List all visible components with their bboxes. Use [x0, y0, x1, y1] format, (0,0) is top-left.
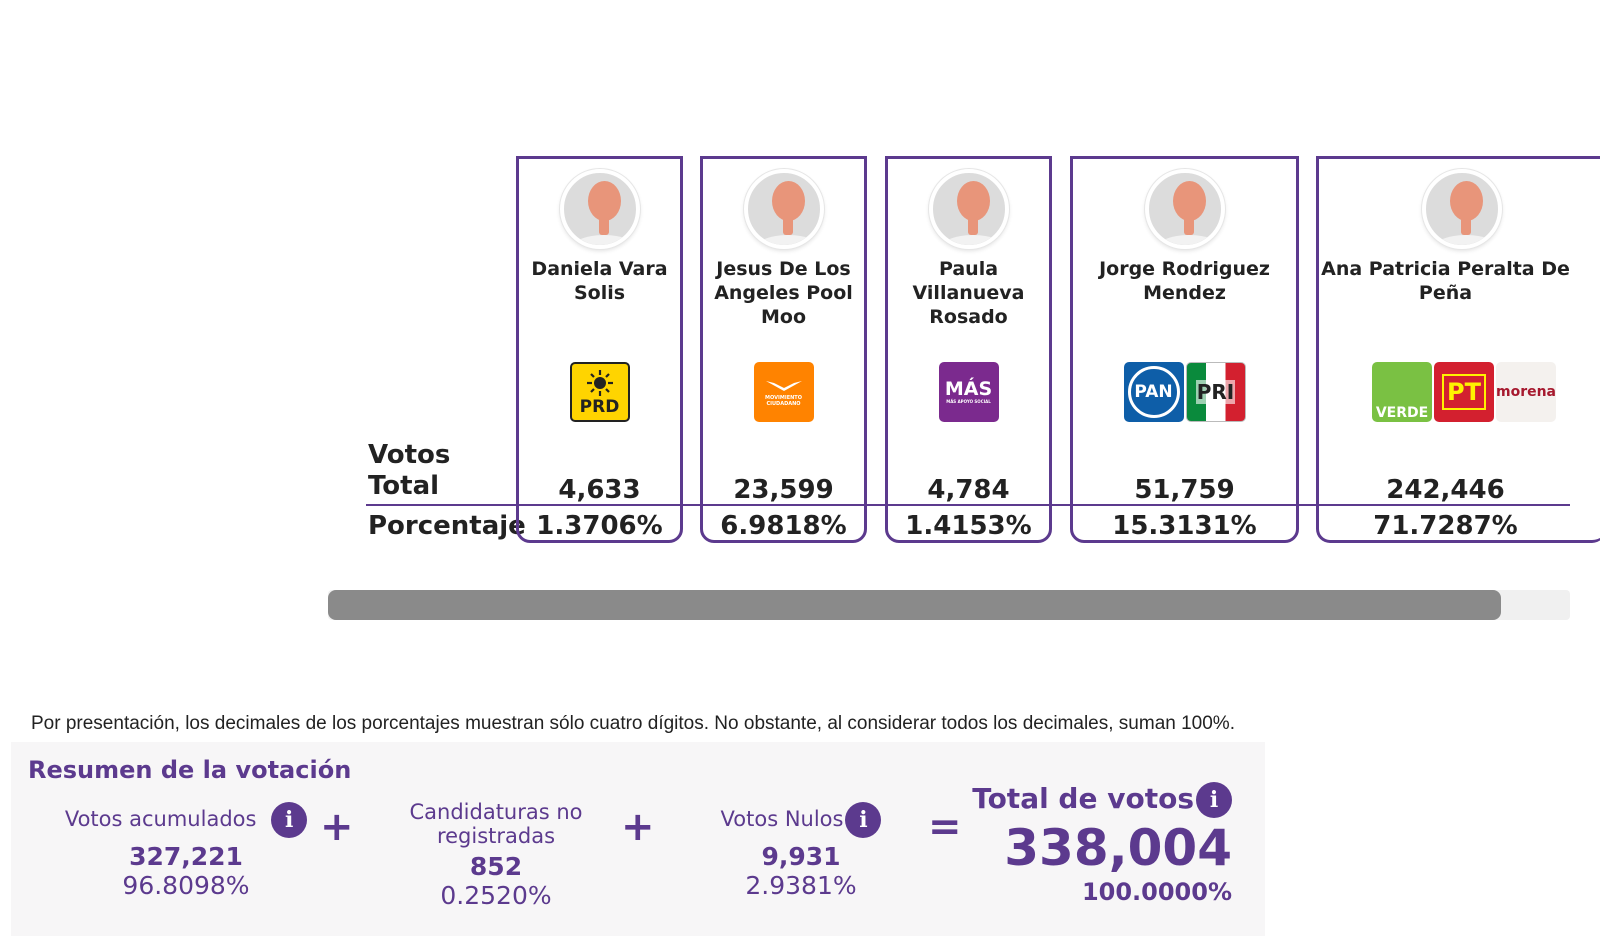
porcentaje-label: Porcentaje	[368, 511, 526, 541]
total-votos-label: Total de votos	[972, 782, 1194, 815]
movimiento-ciudadano-logo: MOVIMIENTO CIUDADANO	[753, 362, 814, 422]
avatar	[928, 169, 1009, 249]
avatar	[743, 169, 824, 249]
eagle-icon	[765, 381, 802, 391]
candidate-name: Daniela Vara Solis	[531, 258, 668, 304]
horizontal-scrollbar-thumb[interactable]	[328, 590, 1501, 620]
votos-nulos-value: 9,931	[761, 842, 841, 871]
party-sublabel: MÁS APOYO SOCIAL	[946, 399, 991, 404]
candidate-card: Paula Villanueva Rosado MÁS MÁS APOYO SO…	[885, 156, 1052, 543]
party-label: MÁS	[944, 378, 993, 400]
equals-operator: =	[928, 804, 962, 850]
candidate-percent: 1.3706%	[536, 511, 663, 541]
candidaturas-no-registradas-block: Candidaturas no registradas 852 0.2520%	[381, 800, 611, 910]
info-icon[interactable]: i	[845, 802, 882, 838]
candidate-card: Ana Patricia Peralta De Peña VERDE PT mo…	[1316, 156, 1600, 543]
votos-acumulados-block: Votos acumulados i 327,221 96.8098%	[56, 802, 316, 900]
votos-nulos-percent: 2.9381%	[745, 871, 857, 900]
avatar	[1144, 169, 1225, 249]
verde-logo: VERDE	[1372, 362, 1432, 422]
vote-summary-panel: Resumen de la votación Votos acumulados …	[11, 742, 1265, 936]
candidate-percent: 71.7287%	[1373, 511, 1518, 541]
avatar	[1422, 169, 1502, 249]
total-votos-percent: 100.0000%	[1081, 878, 1232, 906]
info-icon[interactable]: i	[271, 802, 308, 838]
party-label: PT	[1447, 378, 1481, 406]
mas-logo: MÁS MÁS APOYO SOCIAL	[938, 362, 999, 422]
table-divider	[366, 504, 1570, 506]
summary-title: Resumen de la votación	[28, 756, 352, 784]
candidate-percent: 15.3131%	[1112, 511, 1257, 541]
party-label: PAN	[1134, 382, 1173, 402]
candidate-card: Jesus De Los Angeles Pool Moo MOVIMIENTO…	[700, 156, 867, 543]
party-label: morena	[1495, 384, 1557, 400]
candidaturas-no-registradas-value: 852	[469, 852, 523, 881]
total-votos-block: Total de votos i 338,004 100.0000%	[972, 782, 1232, 906]
candidaturas-no-registradas-percent: 0.2520%	[440, 881, 552, 910]
votos-acumulados-label: Votos acumulados	[64, 807, 257, 831]
candidate-name: Jorge Rodriguez Mendez	[1099, 258, 1270, 304]
candidaturas-no-registradas-label: Candidaturas no registradas	[409, 800, 583, 848]
plus-operator: +	[320, 804, 354, 850]
candidate-percent: 1.4153%	[905, 511, 1032, 541]
candidate-total: 4,633	[558, 475, 641, 505]
party-label: PRI	[1195, 380, 1236, 404]
candidate-name: Ana Patricia Peralta De Peña	[1321, 258, 1570, 304]
candidate-card: Daniela Vara Solis PRD 4,633 1.3706%	[516, 156, 683, 543]
candidate-total: 23,599	[733, 475, 834, 505]
morena-logo: morena	[1496, 362, 1556, 422]
prd-logo: PRD	[569, 362, 630, 422]
candidate-percent: 6.9818%	[720, 511, 847, 541]
votos-nulos-label: Votos Nulos	[720, 807, 844, 831]
party-label: MOVIMIENTO CIUDADANO	[765, 395, 802, 407]
candidate-total: 51,759	[1134, 475, 1235, 505]
pt-logo: PT	[1434, 362, 1494, 422]
candidate-total: 242,446	[1386, 475, 1505, 505]
info-icon[interactable]: i	[1196, 782, 1232, 818]
party-label: PRD	[579, 397, 620, 417]
votos-acumulados-percent: 96.8098%	[122, 871, 250, 900]
candidate-name: Paula Villanueva Rosado	[912, 258, 1025, 328]
avatar	[559, 169, 640, 249]
votos-nulos-block: Votos Nulos i 9,931 2.9381%	[691, 802, 911, 900]
candidate-total: 4,784	[927, 475, 1010, 505]
pan-logo: PAN	[1123, 362, 1184, 422]
total-votos-value: 338,004	[1004, 819, 1232, 877]
candidate-card: Jorge Rodriguez Mendez PAN PRI 51,759 15…	[1070, 156, 1299, 543]
votos-acumulados-value: 327,221	[129, 842, 243, 871]
plus-operator: +	[621, 804, 655, 850]
sun-icon	[586, 370, 613, 396]
votos-total-label: Votos Total	[368, 440, 451, 501]
candidate-name: Jesus De Los Angeles Pool Moo	[714, 258, 853, 328]
percentage-note: Por presentación, los decimales de los p…	[31, 713, 1235, 734]
pri-logo: PRI	[1185, 362, 1246, 422]
party-label: VERDE	[1375, 405, 1429, 421]
